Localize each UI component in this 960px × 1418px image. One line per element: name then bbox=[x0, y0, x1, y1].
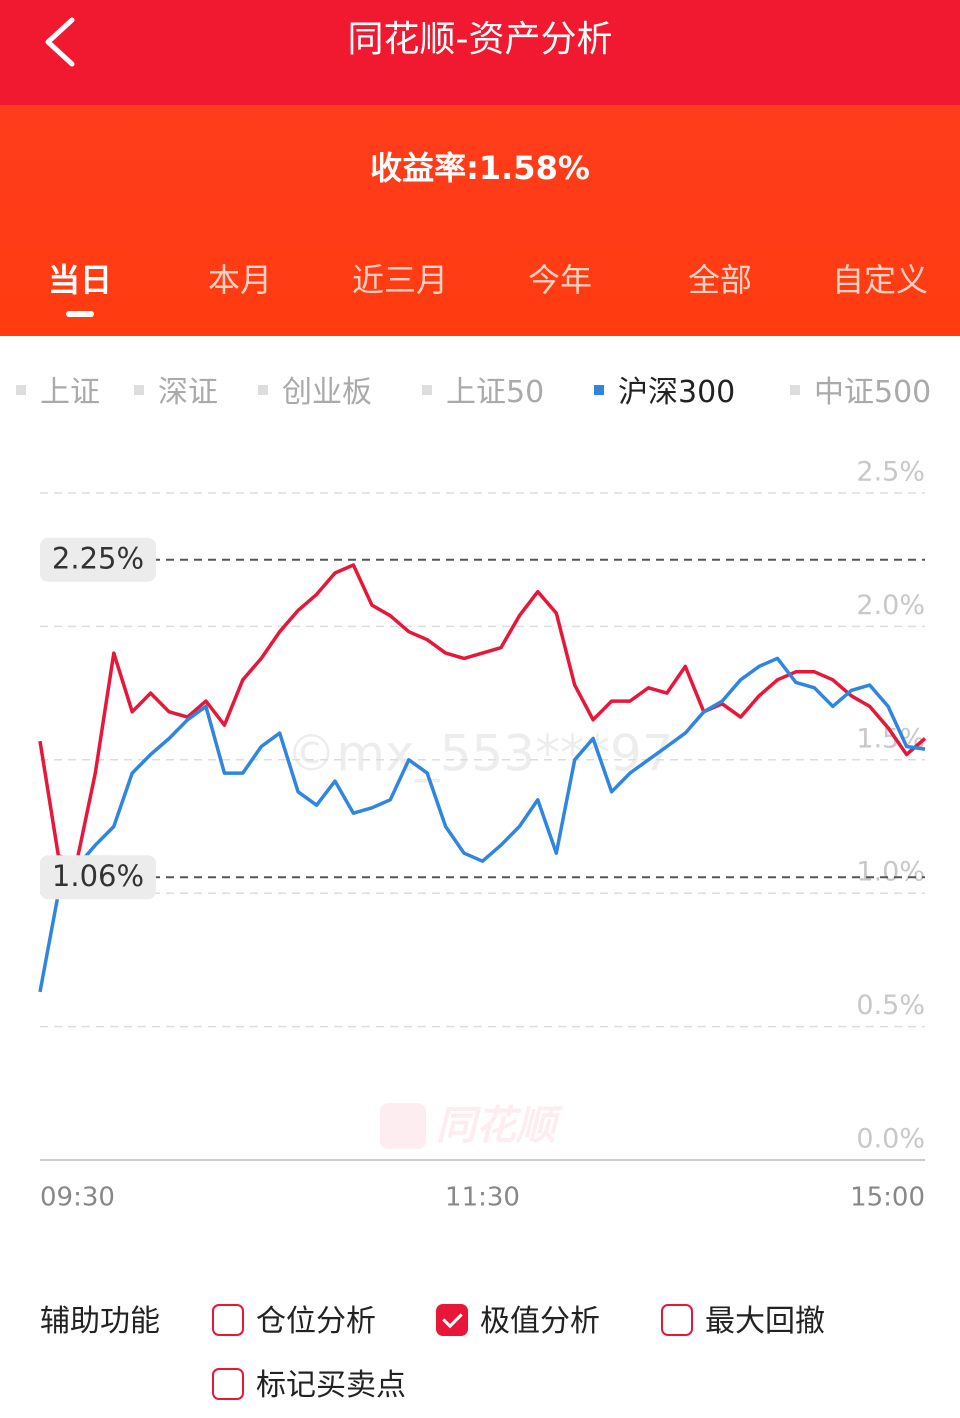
index-name: 创业板 bbox=[282, 375, 372, 410]
period-tabs: 当日 本月 近三月 今年 全部 自定义 bbox=[0, 255, 960, 317]
extreme-label: 2.25% bbox=[52, 542, 144, 576]
tool-option-label: 标记买卖点 bbox=[256, 1368, 406, 1403]
watermark: ©mx_553***97 bbox=[286, 725, 673, 783]
tools: 辅助功能 仓位分析 极值分析 最大回撤标记买卖点 bbox=[0, 1295, 960, 1415]
checkbox bbox=[212, 1367, 244, 1400]
index-swatch bbox=[422, 384, 432, 395]
tool-option[interactable]: 标记买卖点 bbox=[212, 1363, 406, 1409]
page-title: 同花顺-资产分析 bbox=[347, 19, 613, 60]
tool-option-label: 仓位分析 bbox=[256, 1304, 376, 1339]
y-tick-label: 2.0% bbox=[856, 590, 925, 621]
tool-option[interactable]: 极值分析 bbox=[436, 1299, 600, 1345]
period-tab[interactable]: 全部 bbox=[687, 261, 752, 299]
y-tick-label: 1.0% bbox=[856, 857, 925, 888]
index-option[interactable]: 沪深300 bbox=[594, 370, 735, 416]
watermark-logo bbox=[380, 1103, 426, 1149]
tool-option[interactable]: 仓位分析 bbox=[212, 1299, 376, 1345]
period-tab[interactable]: 本月 bbox=[207, 261, 272, 299]
index-selector: 上证 深证 创业板 上证50 沪深300 中证500 bbox=[0, 370, 960, 420]
tool-option-label: 极值分析 bbox=[480, 1304, 600, 1339]
tools-label: 辅助功能 bbox=[40, 1304, 160, 1339]
watermark: 同花顺 bbox=[436, 1103, 563, 1149]
extreme-label-bg bbox=[40, 537, 156, 582]
checkbox bbox=[212, 1303, 244, 1336]
index-name: 深证 bbox=[158, 375, 218, 410]
index-swatch bbox=[594, 384, 604, 395]
index-swatch bbox=[16, 384, 26, 395]
x-tick-label: 15:00 bbox=[850, 1183, 925, 1213]
index-option[interactable]: 上证50 bbox=[422, 370, 544, 416]
index-option[interactable]: 中证500 bbox=[790, 370, 931, 416]
x-tick-label: 11:30 bbox=[445, 1183, 520, 1213]
return-rate: 收益率:1.58% bbox=[370, 149, 590, 187]
series-line bbox=[38, 656, 926, 993]
extreme-label: 1.06% bbox=[52, 859, 144, 893]
period-tab[interactable]: 当日 bbox=[0, 255, 160, 317]
index-swatch bbox=[134, 384, 144, 395]
index-name: 上证50 bbox=[446, 375, 545, 410]
period-tab[interactable]: 今年 bbox=[527, 261, 592, 299]
index-swatch bbox=[790, 384, 800, 395]
x-tick-label: 09:30 bbox=[40, 1183, 115, 1213]
summary-band: 收益率:1.58% 当日 本月 近三月 今年 全部 自定义 bbox=[0, 105, 960, 336]
checkbox bbox=[661, 1303, 693, 1336]
index-name: 沪深300 bbox=[618, 375, 736, 410]
back-button[interactable] bbox=[38, 12, 98, 92]
period-tab[interactable]: 自定义 bbox=[831, 261, 928, 299]
extreme-label-bg bbox=[40, 855, 156, 900]
checkbox bbox=[436, 1303, 468, 1336]
tool-option[interactable]: 最大回撤 bbox=[661, 1299, 825, 1345]
index-name: 上证 bbox=[40, 375, 100, 410]
y-tick-label: 2.5% bbox=[856, 457, 925, 488]
tool-option-label: 最大回撤 bbox=[705, 1304, 825, 1339]
top-bar: 同花顺-资产分析 bbox=[0, 0, 960, 105]
index-swatch bbox=[258, 384, 268, 395]
period-tab[interactable]: 近三月 bbox=[351, 261, 448, 299]
y-tick-label: 0.5% bbox=[856, 990, 925, 1021]
index-option[interactable]: 深证 bbox=[134, 370, 218, 416]
index-option[interactable]: 创业板 bbox=[258, 370, 372, 416]
index-option[interactable]: 上证 bbox=[16, 370, 100, 416]
y-tick-label: 0.0% bbox=[856, 1124, 925, 1155]
index-name: 中证500 bbox=[814, 375, 932, 410]
series-line bbox=[38, 563, 927, 863]
